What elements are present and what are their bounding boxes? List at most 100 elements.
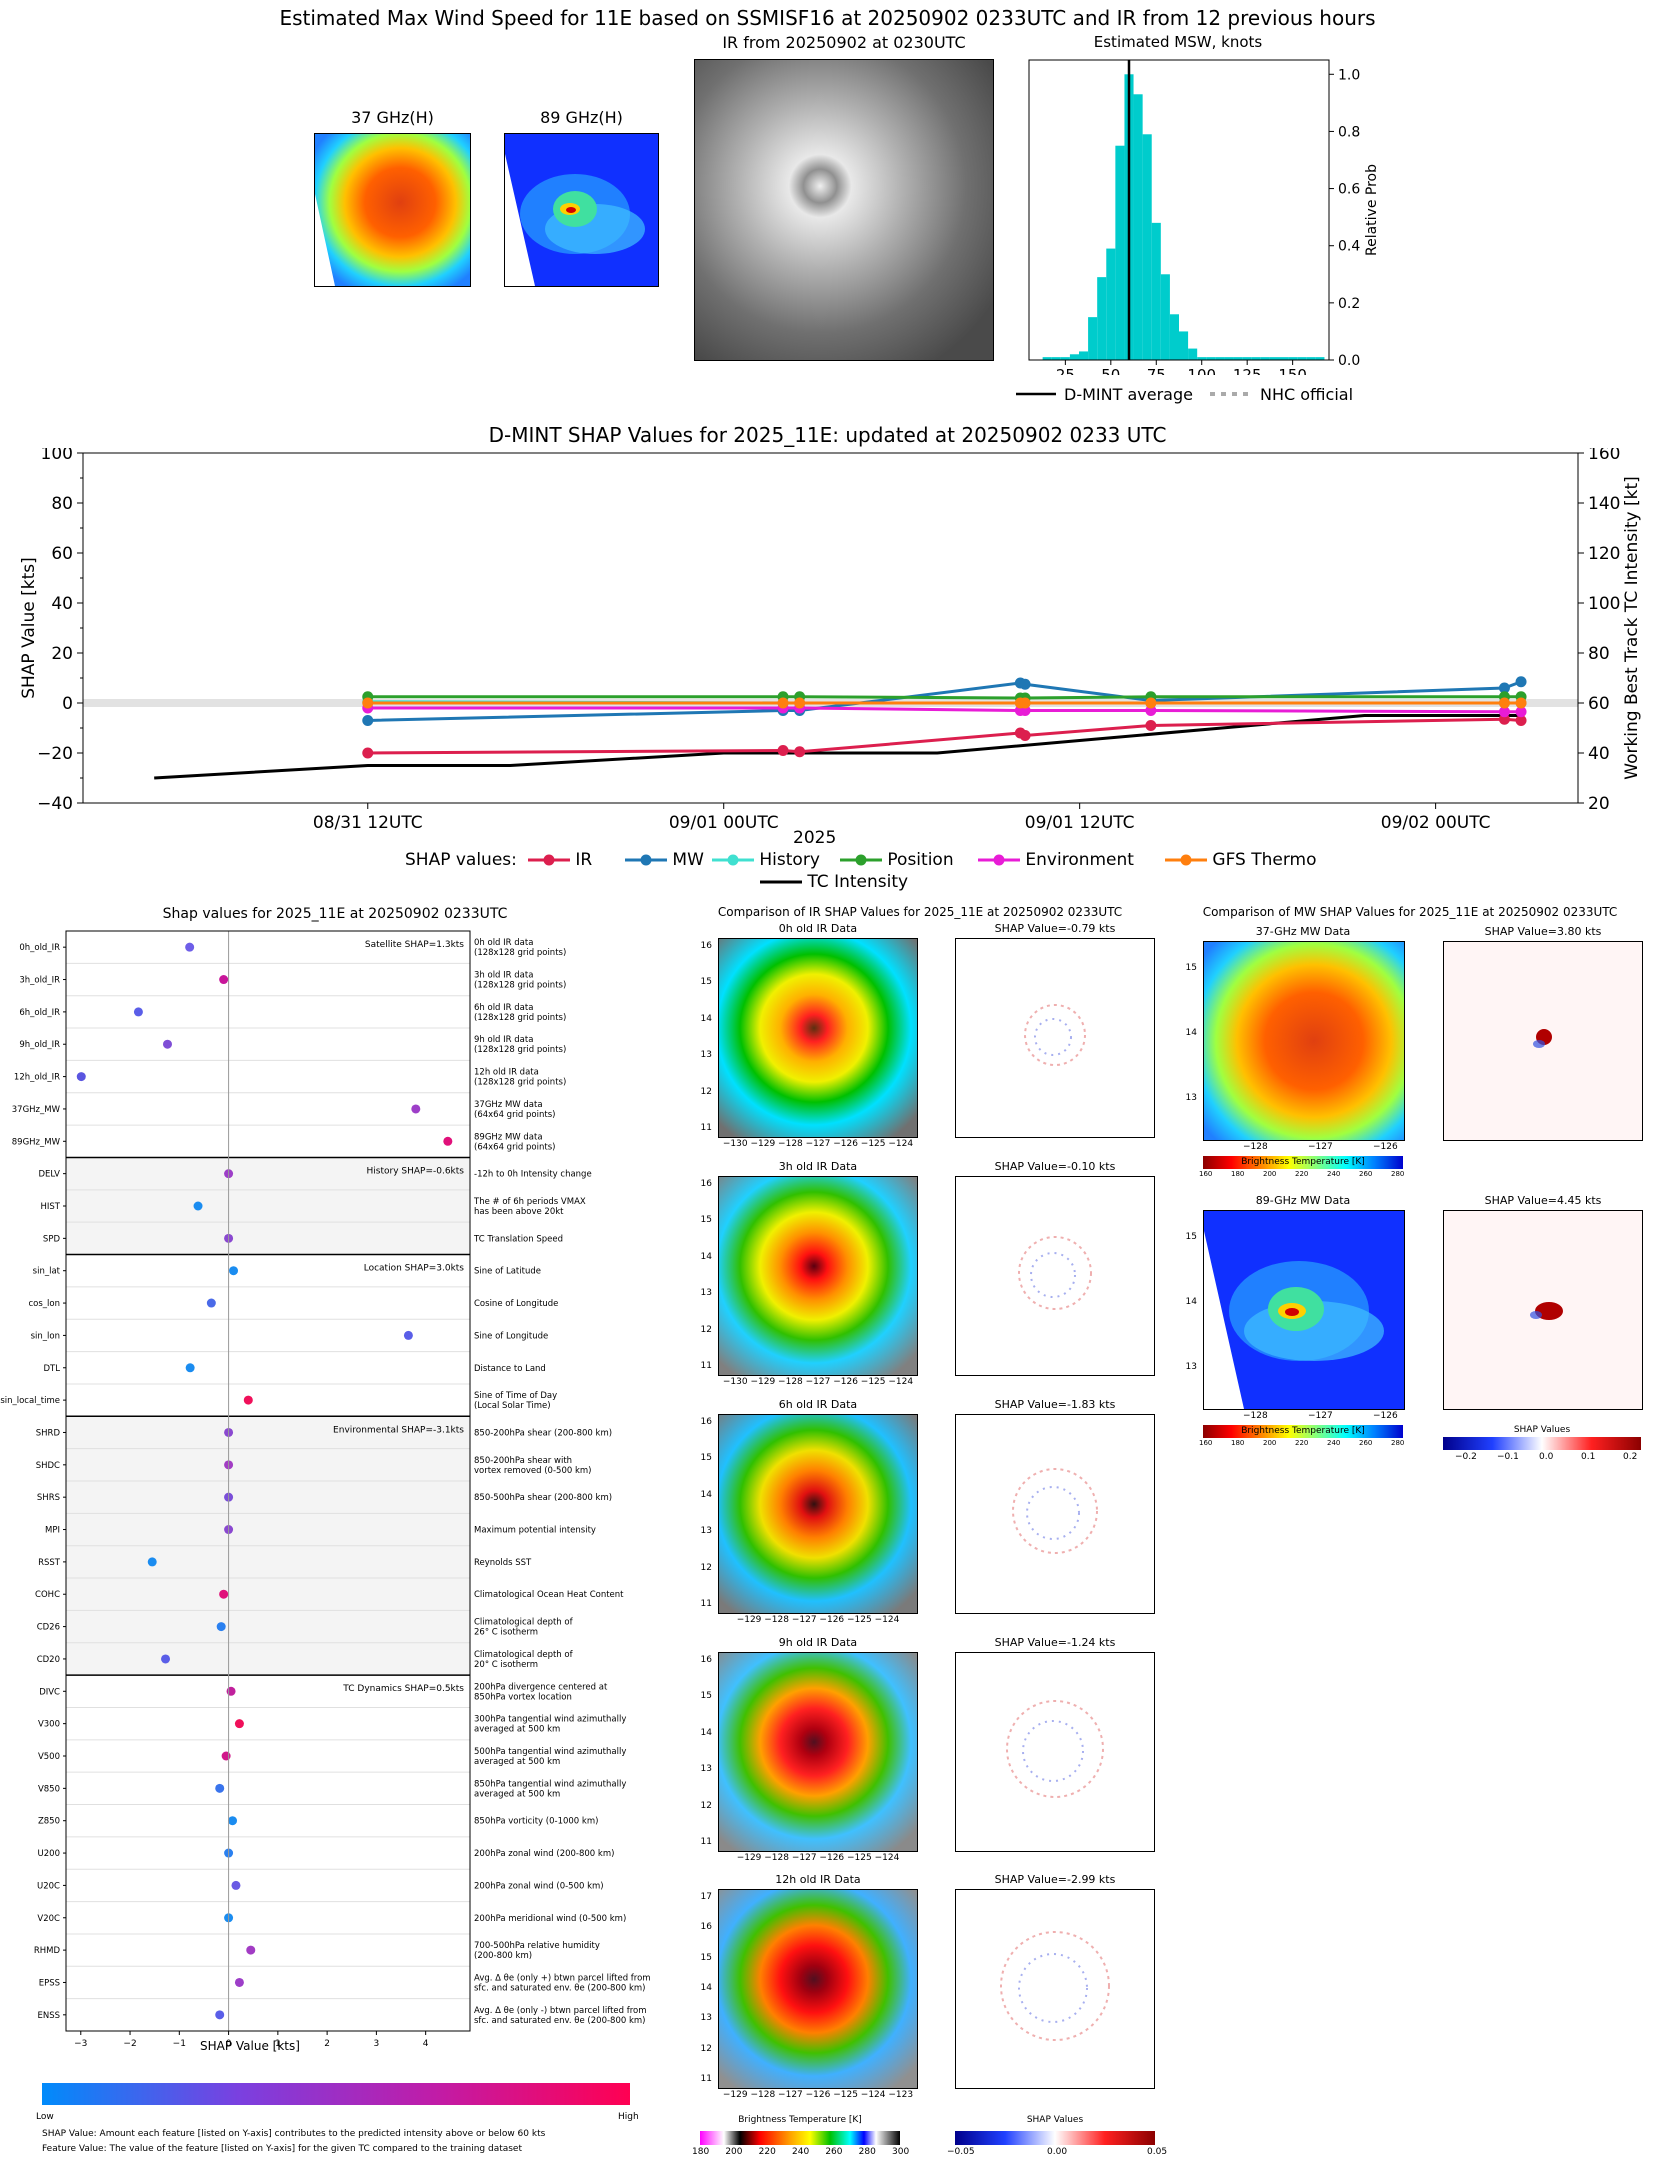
hist-ylabel: Relative Prob xyxy=(1364,164,1380,256)
hist-bar xyxy=(1079,351,1089,360)
feature-desc: -12h to 0h Intensity change xyxy=(474,1170,592,1180)
bar-xtick-label: 3 xyxy=(374,2039,380,2049)
mw-ytick-label: 13 xyxy=(1185,1362,1197,1372)
ir-ytick-label: 12 xyxy=(700,1086,712,1097)
series-point-gfs-thermo xyxy=(1019,697,1031,709)
series-point-gfs-thermo xyxy=(1498,697,1510,709)
mw-shap-cbar-ticks: −0.2 −0.1 0.0 0.1 0.2 xyxy=(1443,1452,1641,1464)
ts-ytick-label: 80 xyxy=(51,494,73,514)
feature-point xyxy=(221,1751,231,1761)
mw-shap-tick-label: 0.0 xyxy=(1539,1452,1554,1462)
ts-legend-label: MW xyxy=(667,850,704,870)
shap-feature-chart: Satellite SHAP=1.3kts 0h_old_IR 0h old IR … xyxy=(0,930,651,2049)
mw-yticks: 15 14 13 xyxy=(1185,1210,1199,1408)
ts-xtick-label: 09/02 00UTC xyxy=(1381,813,1491,833)
mw-shap-tick-label: 0.1 xyxy=(1581,1452,1596,1462)
feature-desc: 850hPa tangential wind azimuthally xyxy=(474,1779,626,1789)
hist-bar xyxy=(1306,357,1316,360)
ir-ytick-label: 16 xyxy=(700,1922,712,1933)
feature-name: V300 xyxy=(38,1720,60,1730)
feature-name: V850 xyxy=(38,1784,60,1794)
ir-temp-colorbar xyxy=(700,2131,900,2145)
ts-legend-label: GFS Thermo xyxy=(1207,850,1317,870)
group-label: Environmental SHAP=-3.1kts xyxy=(333,1425,464,1435)
ir-satellite-image xyxy=(694,59,994,361)
shap-ts-title: D-MINT SHAP Values for 2025_11E: updated… xyxy=(488,423,1167,447)
hist-bar xyxy=(1069,354,1079,360)
mw-cbar-tick-label: 200 xyxy=(1263,1439,1277,1447)
mw-cbar-tick-label: 180 xyxy=(1231,1170,1245,1178)
ts-ytick-label: 0 xyxy=(62,694,73,714)
feature-desc: 850-200hPa shear (200-800 km) xyxy=(474,1428,612,1438)
ts-legend-item-ir: IR xyxy=(528,850,592,870)
mw-cbar-tick-label: 240 xyxy=(1327,1170,1341,1178)
cbar-tick-label: 200 xyxy=(725,2147,743,2157)
series-point-gfs-thermo xyxy=(1515,697,1527,709)
hist-title: Estimated MSW, knots xyxy=(1093,33,1263,51)
ts-xtick-label: 09/01 00UTC xyxy=(669,813,779,833)
ts-ytick-right-label: 120 xyxy=(1588,544,1620,564)
hist-xtick-label: 75 xyxy=(1147,366,1166,375)
mw-xtick-label: −126 xyxy=(1373,1411,1398,1421)
ir-ytick-label: 12 xyxy=(700,1562,712,1573)
feature-name: MPI xyxy=(45,1526,60,1536)
ts-ytick-label: 40 xyxy=(51,594,73,614)
mw-xtick-label: −126 xyxy=(1373,1142,1398,1152)
ir-xticks: −130 −129 −128 −127 −126 −125 −124 xyxy=(722,1139,914,1149)
feature-point xyxy=(219,975,229,985)
feature-desc: has been above 20kt xyxy=(474,1207,564,1217)
colorbar-high: High xyxy=(618,2112,639,2122)
ir-panel-title: 3h old IR Data xyxy=(778,1160,858,1173)
ir-ytick-label: 11 xyxy=(700,1123,712,1133)
mw89-cbar-label: Brightness Temperature [K] xyxy=(1241,1426,1365,1436)
feature-desc: The # of 6h periods VMAX xyxy=(473,1197,586,1207)
feature-desc: averaged at 500 km xyxy=(474,1725,560,1735)
feature-desc: TC Translation Speed xyxy=(473,1234,563,1244)
feature-desc: (128x128 grid points) xyxy=(474,981,566,991)
hist-legend: D-MINT average NHC official xyxy=(1008,385,1388,405)
mw-cmp-title: Comparison of MW SHAP Values for 2025_11… xyxy=(1202,905,1618,919)
cbar-tick-label: 220 xyxy=(758,2147,776,2157)
ir-ytick-label: 15 xyxy=(700,1453,712,1464)
ir-ytick-label: 15 xyxy=(700,1691,712,1702)
hist-bar xyxy=(1169,314,1179,360)
mw-ytick-label: 13 xyxy=(1185,1093,1197,1103)
mw-cbar-tick-label: 240 xyxy=(1327,1439,1341,1447)
ts-ytick-label: 100 xyxy=(41,448,73,464)
mw-shap-tick-label: −0.1 xyxy=(1497,1452,1519,1462)
panel-89-title: 89 GHz(H) xyxy=(540,108,623,127)
ts-legend-item-history: History xyxy=(712,850,820,870)
feature-desc: 37GHz MW data xyxy=(474,1100,543,1110)
ts-legend-prefix: SHAP values: xyxy=(405,850,517,870)
series-point-ir xyxy=(1145,720,1157,731)
ts-legend: SHAP values: IR MW History Position Envi… xyxy=(380,850,1380,896)
mw-ytick-label: 15 xyxy=(1185,1232,1197,1242)
feature-desc: 500hPa tangential wind azimuthally xyxy=(474,1747,626,1757)
series-line-position xyxy=(367,695,1522,700)
mw-cbar-tick-label: 220 xyxy=(1295,1170,1309,1178)
ts-legend-item-mw: MW xyxy=(625,850,704,870)
mw-cbar-tick-label: 220 xyxy=(1295,1439,1309,1447)
feature-desc: 0h old IR data xyxy=(474,938,533,948)
ts-ytick-right-label: 100 xyxy=(1588,594,1620,614)
feature-desc: Avg. Δ θe (only -) btwn parcel lifted fr… xyxy=(474,2006,647,2016)
mw-temp-colorbar xyxy=(1203,1425,1403,1438)
feature-desc: Sine of Time of Day xyxy=(474,1391,557,1401)
mw-shap-tick-label: 0.2 xyxy=(1623,1452,1638,1462)
feature-desc: 12h old IR data xyxy=(474,1068,539,1078)
feature-desc: Distance to Land xyxy=(474,1364,546,1374)
ir-ytick-label: 16 xyxy=(700,1417,712,1427)
mw-cbar-tick-label: 160 xyxy=(1199,1170,1213,1178)
feature-desc: Reynolds SST xyxy=(474,1558,532,1568)
feature-point xyxy=(162,1039,172,1049)
feature-point xyxy=(193,1201,203,1211)
mw-shap-cbar-label: SHAP Values xyxy=(1513,1425,1571,1435)
feature-name: RHMD xyxy=(34,1946,61,1956)
feature-point xyxy=(243,1395,253,1405)
mw-shap-title: SHAP Value=4.45 kts xyxy=(1484,1194,1602,1207)
feature-point xyxy=(206,1298,216,1308)
ts-xtick-label: 08/31 12UTC xyxy=(313,813,423,833)
feature-desc: 20° C isotherm xyxy=(474,1660,538,1670)
hist-bar xyxy=(1097,277,1107,360)
ts-ytick-label: 20 xyxy=(51,644,73,664)
